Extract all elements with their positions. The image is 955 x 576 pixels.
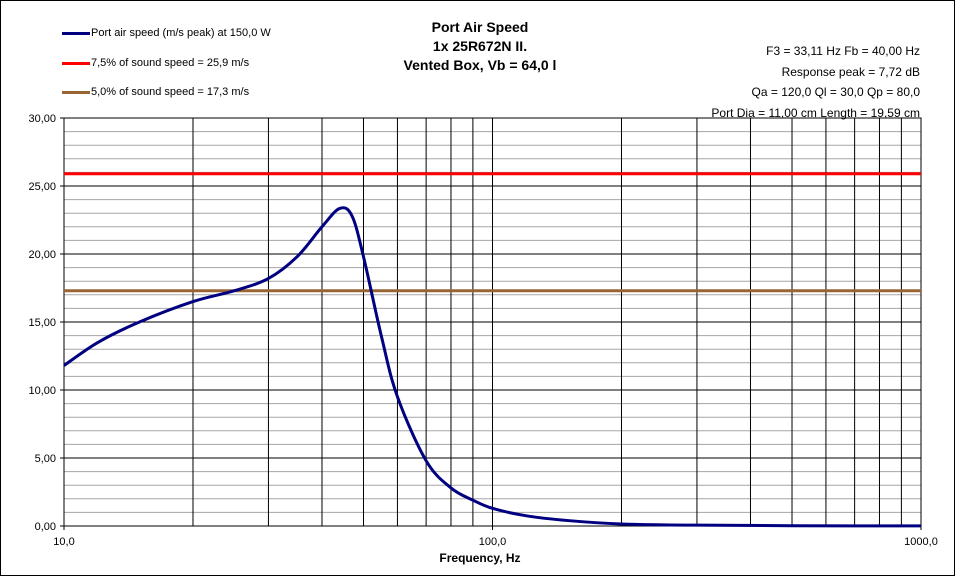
series-line bbox=[63, 206, 922, 528]
title-line-2: 1x 25R672N II. bbox=[432, 38, 528, 54]
legend-label: Port air speed (m/s peak) at 150,0 W bbox=[91, 27, 271, 39]
legend-label: 5,0% of sound speed = 17,3 m/s bbox=[91, 86, 250, 98]
title-line-1: Port Air Speed bbox=[431, 19, 529, 35]
legend-item-5-percent: 5,0% of sound speed = 17,3 m/s bbox=[62, 86, 249, 98]
x-tick-label: 1000,0 bbox=[904, 536, 938, 548]
legend-label: 7,5% of sound speed = 25,9 m/s bbox=[91, 57, 250, 69]
info-line: Qa = 120,0 Ql = 30,0 Qp = 80,0 bbox=[751, 85, 920, 99]
legend-swatch bbox=[62, 61, 90, 65]
x-axis-label: Frequency, Hz bbox=[439, 551, 521, 565]
y-tick-label: 5,00 bbox=[35, 453, 56, 465]
y-tick-label: 0,00 bbox=[35, 521, 56, 533]
y-tick-label: 10,00 bbox=[28, 385, 56, 397]
y-tick-label: 25,00 bbox=[28, 181, 56, 193]
y-tick-label: 20,00 bbox=[28, 249, 56, 261]
legend-swatch bbox=[62, 90, 90, 94]
x-tick-label: 10,0 bbox=[53, 536, 74, 548]
plot-border bbox=[63, 117, 922, 527]
y-tick-label: 30,00 bbox=[28, 113, 56, 125]
x-tick-label: 100,0 bbox=[479, 536, 507, 548]
legend-item-7-5-percent: 7,5% of sound speed = 25,9 m/s bbox=[62, 57, 249, 69]
info-line: F3 = 33,11 Hz Fb = 40,00 Hz bbox=[766, 44, 920, 58]
chart-title: Port Air Speed 1x 25R672N II. Vented Box… bbox=[380, 18, 580, 75]
legend-item-port-speed: Port air speed (m/s peak) at 150,0 W bbox=[62, 27, 271, 39]
title-line-3: Vented Box, Vb = 64,0 l bbox=[403, 57, 557, 73]
parameters-info: F3 = 33,11 Hz Fb = 40,00 Hz Response pea… bbox=[711, 41, 920, 123]
info-line: Port Dia = 11,00 cm Length = 19,59 cm bbox=[711, 105, 920, 120]
legend-swatch bbox=[62, 31, 90, 35]
y-tick-label: 15,00 bbox=[28, 317, 56, 329]
info-line: Response peak = 7,72 dB bbox=[781, 64, 920, 79]
